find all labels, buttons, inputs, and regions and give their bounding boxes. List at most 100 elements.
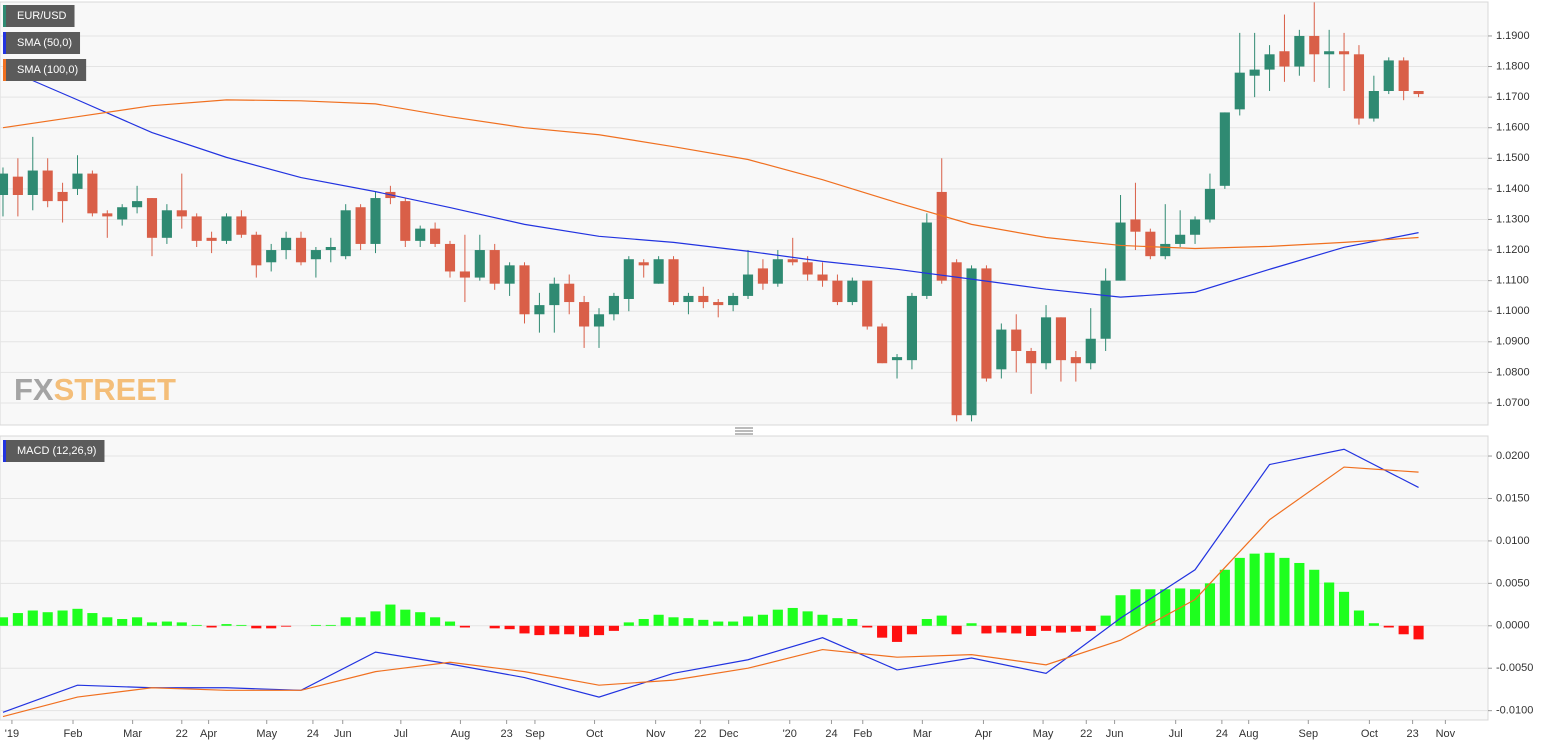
candle-body (683, 295, 694, 303)
histogram-bar (847, 618, 858, 626)
histogram-bar (385, 604, 396, 626)
histogram-bar (549, 625, 560, 635)
candle-body (1130, 219, 1141, 232)
watermark: FXSTREET (14, 372, 176, 407)
histogram-bar (1100, 615, 1111, 626)
candle-body (251, 234, 262, 266)
y-tick-label: 1.1100 (1496, 275, 1529, 287)
x-tick-label: Aug (451, 728, 471, 740)
candle-body (668, 259, 679, 303)
histogram-bar (444, 621, 456, 626)
y-tick-label: 1.1500 (1496, 152, 1530, 164)
y-tick-label: 1.1200 (1496, 244, 1530, 256)
candle-body (102, 213, 113, 217)
x-tick-label: 23 (1406, 728, 1418, 740)
candle-body (1070, 357, 1081, 364)
y-tick-label: 0.0200 (1496, 450, 1530, 462)
panel-resize-handle[interactable] (735, 427, 753, 435)
legend-item: MACD (12,26,9) (3, 440, 105, 462)
histogram-bar (1085, 625, 1096, 631)
histogram-bar (1294, 562, 1305, 626)
candle-body (1353, 54, 1365, 119)
histogram-bar (161, 621, 172, 626)
candle-body (444, 243, 456, 272)
candle-body (593, 314, 605, 327)
x-tick-label: Aug (1239, 728, 1259, 740)
histogram-bar (906, 625, 917, 635)
candle-body (534, 305, 545, 315)
histogram-bar (1398, 625, 1409, 635)
histogram-bar (0, 617, 9, 626)
candle-body (1294, 35, 1305, 67)
candle-body (206, 237, 217, 241)
x-tick-label: Mar (913, 728, 932, 740)
histogram-bar (1189, 589, 1201, 626)
histogram-bar (1011, 625, 1022, 634)
x-tick-label: Sep (1299, 728, 1319, 740)
candle-body (236, 216, 247, 235)
y-tick-label: 1.1300 (1496, 213, 1530, 225)
candle-body (310, 250, 321, 260)
y-tick-label: 1.0700 (1496, 397, 1530, 409)
plot-layer: 1.0700 1.0800 1.0900 1.1000 1.1100 1.1200 1.13… (0, 2, 1533, 740)
y-tick-label: 1.1600 (1496, 122, 1530, 134)
histogram-bar (593, 625, 605, 636)
x-tick-label: '20 (783, 728, 797, 740)
histogram-bar (757, 614, 768, 626)
histogram-bar (1026, 625, 1037, 636)
candle-body (1175, 234, 1186, 244)
x-tick-label: 24 (825, 728, 837, 740)
histogram-bar (1324, 582, 1335, 626)
legend-item: SMA (50,0) (3, 32, 81, 54)
candle-body (325, 246, 336, 251)
candle-body (579, 302, 590, 327)
histogram-bar (191, 624, 202, 626)
candle-body (951, 262, 962, 416)
histogram-bar (534, 625, 545, 636)
y-tick-label: 1.1800 (1496, 60, 1530, 72)
candle-body (1145, 231, 1156, 257)
candle-body (489, 250, 500, 284)
candle-body (400, 201, 411, 241)
histogram-bar (564, 625, 575, 635)
histogram-bar (1055, 625, 1067, 633)
candle-body (862, 280, 873, 327)
x-tick-label: 22 (176, 728, 188, 740)
histogram-bar (415, 612, 426, 626)
histogram-bar (132, 617, 143, 626)
candle-body (430, 228, 441, 244)
candle-body (519, 265, 530, 315)
candle-body (906, 295, 917, 361)
legend-box (3, 59, 87, 81)
macd-line (2, 466, 1419, 718)
histogram-bar (891, 625, 903, 642)
histogram-bar (221, 624, 232, 626)
candle-body (742, 274, 754, 296)
histogram-bar (1115, 595, 1126, 626)
candle-body (847, 280, 858, 303)
x-tick-label: 23 (501, 728, 513, 740)
candle-body (161, 210, 172, 238)
candle-body (1413, 91, 1424, 95)
histogram-bar (340, 617, 351, 626)
histogram-bar (638, 618, 649, 626)
candle-body (57, 191, 68, 202)
legend-swatch (3, 32, 6, 54)
histogram-bar (27, 610, 38, 626)
candle-body (132, 201, 143, 208)
x-tick-label: Oct (586, 728, 603, 740)
macd-line (2, 448, 1419, 713)
histogram-bar (921, 618, 932, 626)
histogram-bar (72, 608, 83, 626)
y-tick-label: 0.0000 (1496, 620, 1530, 632)
histogram-bar (146, 622, 158, 626)
x-tick-label: 24 (1216, 728, 1228, 740)
candle-body (117, 207, 128, 220)
histogram-bar (802, 611, 813, 626)
candle-body (1234, 72, 1245, 110)
legend-box (3, 5, 75, 27)
histogram-bar (877, 625, 888, 638)
x-tick-label: Jul (1169, 728, 1183, 740)
candle-body (1115, 222, 1126, 281)
candle-body (221, 216, 232, 241)
